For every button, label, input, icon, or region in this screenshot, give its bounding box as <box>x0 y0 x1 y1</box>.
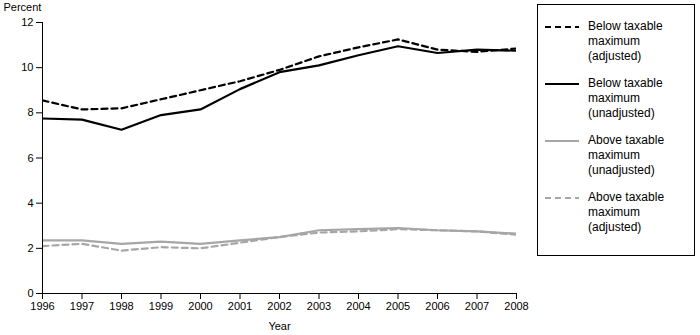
svg-text:12: 12 <box>21 16 33 28</box>
svg-text:4: 4 <box>27 197 33 209</box>
svg-text:2: 2 <box>27 242 33 254</box>
svg-text:2000: 2000 <box>188 300 212 312</box>
html-text:Above taxable maximum (adjuste: Above taxable maximum (adjusted) <box>588 190 665 234</box>
svg-text:1996: 1996 <box>30 300 54 312</box>
svg-text:Percent: Percent <box>4 1 42 13</box>
svg-text:2001: 2001 <box>228 300 252 312</box>
svg-text:2006: 2006 <box>425 300 449 312</box>
svg-text:1998: 1998 <box>109 300 133 312</box>
svg-text:2004: 2004 <box>346 300 370 312</box>
svg-text:2007: 2007 <box>465 300 489 312</box>
svg-text:2005: 2005 <box>386 300 410 312</box>
svg-text:1997: 1997 <box>70 300 94 312</box>
svg-text:8: 8 <box>27 106 33 118</box>
svg-text:1999: 1999 <box>149 300 173 312</box>
svg-text:2003: 2003 <box>307 300 331 312</box>
svg-text:6: 6 <box>27 152 33 164</box>
svg-text:10: 10 <box>21 61 33 73</box>
svg-text:Year: Year <box>268 320 291 332</box>
svg-text:2008: 2008 <box>504 300 528 312</box>
svg-text:0: 0 <box>27 287 33 299</box>
html-text:Above taxable maximum (unadjus: Above taxable maximum (unadjusted) <box>588 133 665 177</box>
html-text:Below taxable maximum (adjuste: Below taxable maximum (adjusted) <box>588 19 663 63</box>
svg-text:2002: 2002 <box>267 300 291 312</box>
html-text:Below taxable maximum (unadjus: Below taxable maximum (unadjusted) <box>588 76 663 120</box>
